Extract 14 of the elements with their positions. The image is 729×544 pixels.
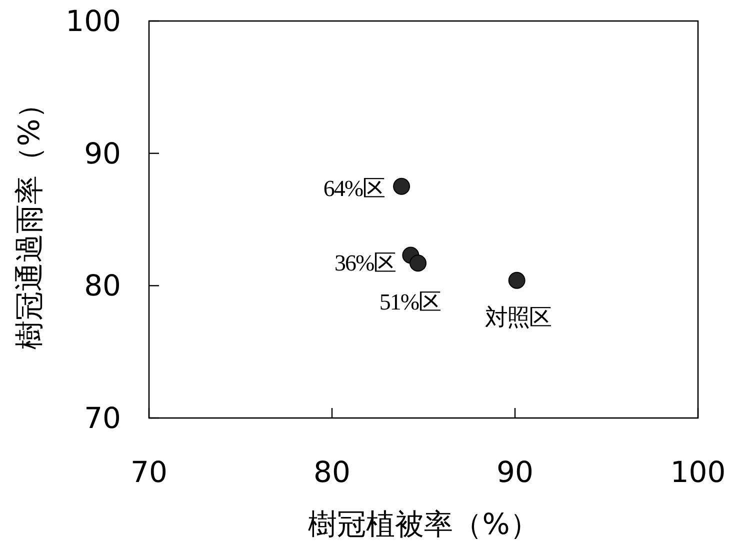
x-axis-title: 樹冠植被率（%） bbox=[308, 507, 539, 541]
annotation: 対照区 bbox=[484, 304, 552, 330]
y-tick-label: 80 bbox=[84, 268, 121, 303]
y-tick-label: 70 bbox=[84, 401, 121, 435]
annotation: 51%区 bbox=[379, 290, 442, 315]
y-axis-title: 樹冠通過雨率（%） bbox=[12, 90, 46, 350]
annotation: 36%区 bbox=[334, 250, 397, 276]
x-tick-label: 90 bbox=[496, 455, 534, 489]
x-tick-label: 80 bbox=[314, 455, 350, 489]
y-tick-label: 100 bbox=[66, 4, 121, 38]
x-tick-label: 100 bbox=[670, 455, 726, 489]
annotation: 64%区 bbox=[323, 176, 386, 201]
x-tick-label: 70 bbox=[130, 455, 168, 489]
y-tick-label: 90 bbox=[84, 136, 121, 170]
